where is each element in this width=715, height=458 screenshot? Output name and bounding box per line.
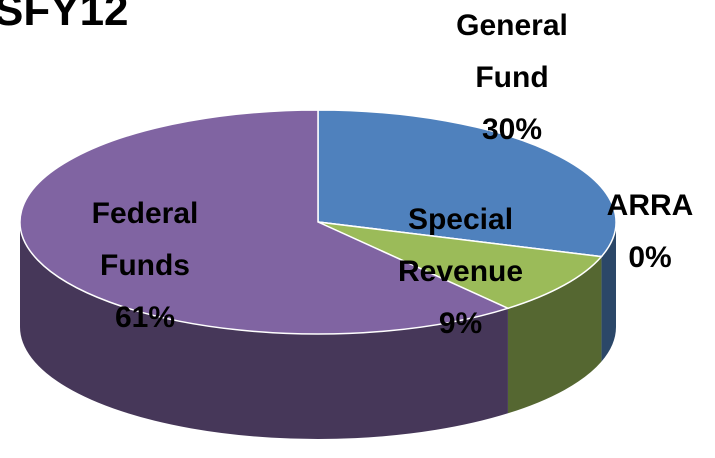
category-label: Special Revenue bbox=[397, 203, 524, 288]
value-label: 61% bbox=[114, 301, 176, 334]
value-label: 0% bbox=[628, 241, 672, 274]
category-label: General Fund bbox=[456, 9, 568, 94]
slice bbox=[317, 221, 603, 310]
slice bbox=[317, 109, 617, 258]
category-label: ARRA bbox=[606, 189, 694, 222]
slice-label: General Fund 30% bbox=[437, 0, 587, 156]
slice-side bbox=[20, 222, 508, 440]
slice-side bbox=[507, 256, 602, 414]
slice bbox=[19, 109, 511, 335]
value-label: 30% bbox=[481, 113, 543, 146]
slice-label: Federal Funds 61% bbox=[70, 188, 220, 344]
value-label: 9% bbox=[438, 307, 483, 340]
slice-label: ARRA 0% bbox=[590, 180, 710, 284]
chart-title: SFY12 bbox=[0, 0, 129, 35]
category-label: Federal Funds bbox=[91, 197, 199, 282]
slice-side bbox=[601, 222, 616, 362]
slice-label: Special Revenue 9% bbox=[378, 194, 543, 350]
